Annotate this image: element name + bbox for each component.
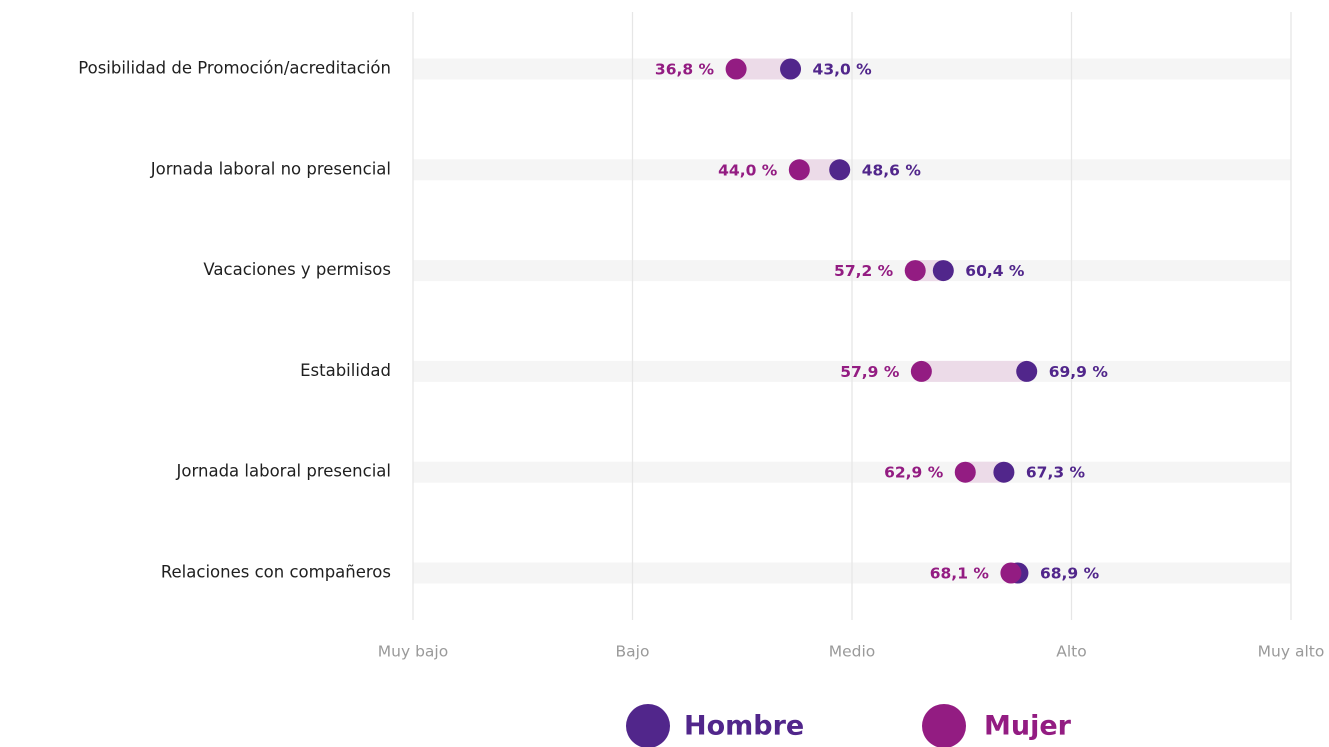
value-label-mujer-relaciones-con-companeros: 68,1 %: [930, 565, 990, 583]
category-label-vacaciones-y-permisos: Vacaciones y permisos: [203, 260, 391, 279]
legend-swatch-mujer: [922, 704, 966, 747]
x-tick-muy-bajo: Muy bajo: [378, 643, 448, 661]
x-tick-bajo: Bajo: [616, 643, 650, 661]
x-tick-medio: Medio: [829, 643, 876, 661]
dot-mujer-posibilidad-de-promocion-acreditacion: [725, 58, 747, 80]
connector-jornada-laboral-presencial: [965, 461, 1004, 483]
value-label-mujer-vacaciones-y-permisos: 57,2 %: [834, 262, 894, 280]
value-labels: 43,0 % 36,8 % 48,6 % 44,0 % 60,4 % 57,2 % 69,9…: [655, 61, 1108, 583]
value-label-hombre-jornada-laboral-presencial: 67,3 %: [1026, 464, 1086, 482]
connector-estabilidad: [921, 360, 1027, 382]
legend-label-hombre: Hombre: [684, 711, 804, 742]
value-label-mujer-jornada-laboral-presencial: 62,9 %: [884, 464, 944, 482]
category-label-jornada-laboral-presencial: Jornada laboral presencial: [176, 462, 391, 481]
dot-hombre-posibilidad-de-promocion-acreditacion: [780, 58, 802, 80]
value-label-hombre-vacaciones-y-permisos: 60,4 %: [965, 262, 1025, 280]
value-label-hombre-jornada-laboral-no-presencial: 48,6 %: [862, 161, 922, 179]
category-label-relaciones-con-companeros: Relaciones con compañeros: [161, 563, 391, 582]
dot-hombre-estabilidad: [1016, 360, 1038, 382]
dot-hombre-jornada-laboral-presencial: [993, 461, 1015, 483]
dot-mujer-jornada-laboral-no-presencial: [788, 159, 810, 181]
category-label-jornada-laboral-no-presencial: Jornada laboral no presencial: [150, 159, 391, 178]
legend-label-mujer: Mujer: [984, 711, 1072, 742]
value-label-hombre-relaciones-con-companeros: 68,9 %: [1040, 565, 1100, 583]
value-label-mujer-jornada-laboral-no-presencial: 44,0 %: [718, 161, 778, 179]
legend: Hombre Mujer: [626, 704, 1072, 747]
category-label-estabilidad: Estabilidad: [300, 361, 391, 380]
dot-mujer-relaciones-con-companeros: [1000, 562, 1022, 584]
dot-mujer-vacaciones-y-permisos: [904, 260, 926, 282]
dot-hombre-jornada-laboral-no-presencial: [829, 159, 851, 181]
connector-posibilidad-de-promocion-acreditacion: [736, 58, 791, 80]
data-points: [725, 58, 1038, 584]
value-label-hombre-posibilidad-de-promocion-acreditacion: 43,0 %: [813, 61, 873, 79]
dot-mujer-jornada-laboral-presencial: [954, 461, 976, 483]
value-label-mujer-estabilidad: 57,9 %: [840, 363, 900, 381]
connector-jornada-laboral-no-presencial: [799, 159, 840, 181]
value-label-mujer-posibilidad-de-promocion-acreditacion: 36,8 %: [655, 61, 715, 79]
value-label-hombre-estabilidad: 69,9 %: [1049, 363, 1109, 381]
connectors: [736, 58, 1027, 584]
x-tick-alto: Alto: [1056, 643, 1086, 661]
category-label-posibilidad-de-promocion-acreditacion: Posibilidad de Promoción/acreditación: [78, 59, 391, 78]
x-tick-muy-alto: Muy alto: [1258, 643, 1325, 661]
dot-hombre-vacaciones-y-permisos: [932, 260, 954, 282]
grid-lines: [412, 12, 1292, 620]
legend-swatch-hombre: [626, 704, 670, 747]
x-axis-tick-labels: Muy bajo Bajo Medio Alto Muy alto: [378, 643, 1325, 661]
dot-mujer-estabilidad: [910, 360, 932, 382]
category-labels: Posibilidad de Promoción/acreditación Jor…: [78, 59, 391, 582]
